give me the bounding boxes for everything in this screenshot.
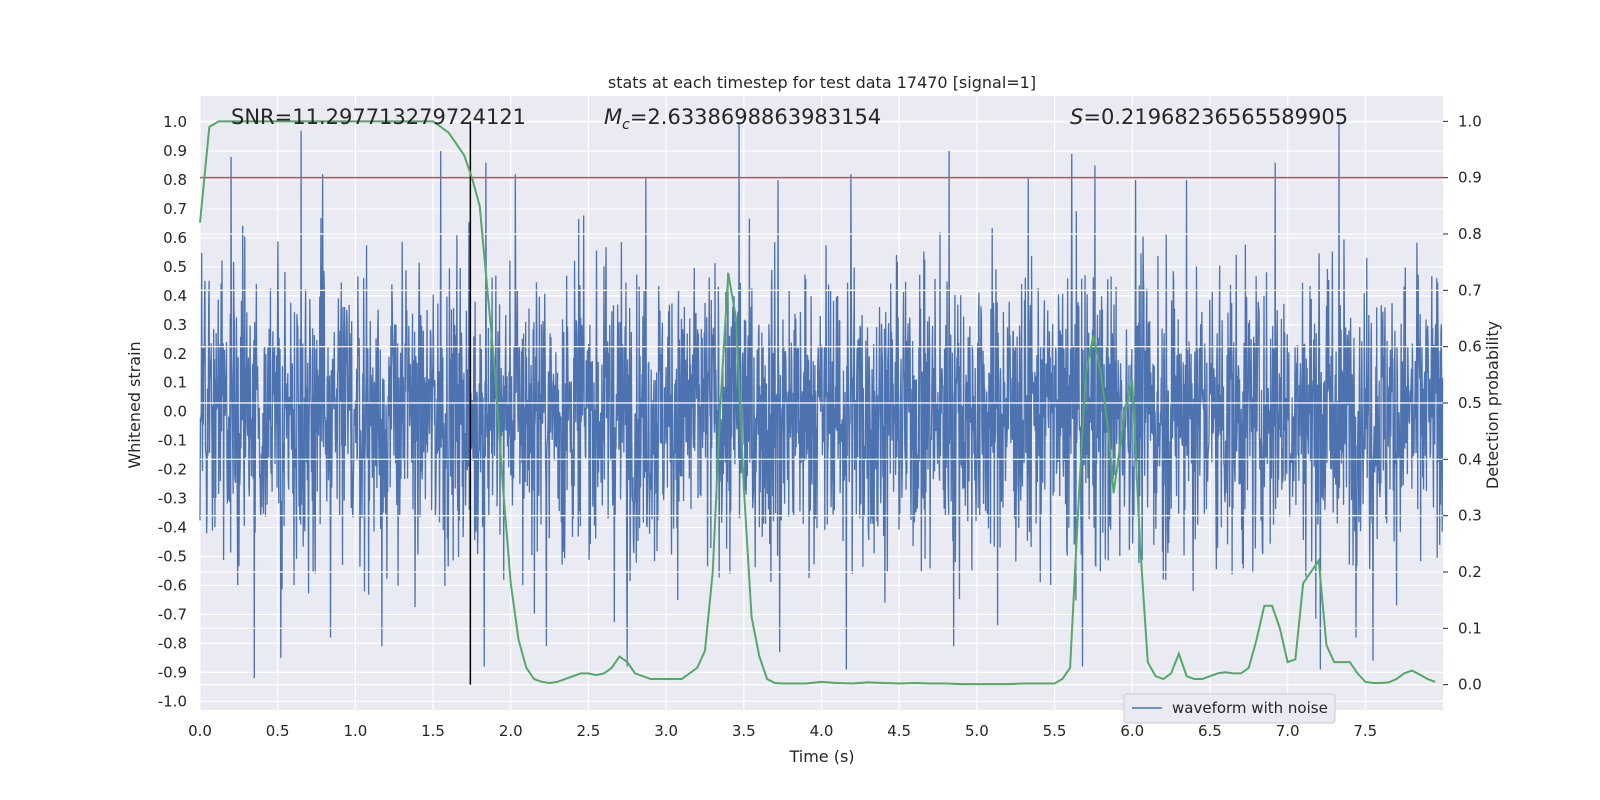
legend-box: [1123, 693, 1336, 724]
y-left-tick-label: -0.3: [158, 490, 187, 508]
y-axis-left-label: Whitened strain: [125, 341, 144, 468]
y-left-tick-label: -0.4: [158, 519, 187, 537]
x-tick-label: 7.0: [1276, 722, 1300, 740]
y-left-tick-label: 0.8: [163, 171, 187, 189]
chirp-mass-subscript: c: [622, 117, 630, 133]
y-left-tick-label: 0.5: [163, 258, 187, 276]
y-left-tick-label: 1.0: [163, 113, 187, 131]
y-axis-right-label: Detection probability: [1483, 321, 1502, 489]
s-symbol: S: [1070, 105, 1083, 129]
overlay-layer: [199, 120, 1443, 686]
y-right-tick-label: 0.8: [1458, 225, 1482, 243]
x-tick-label: 3.0: [654, 722, 678, 740]
axis-ticks: 0.0 0.5 1.0 1.5 2.0 2.5 3.0 3.5 4.0 4.5 5.0 5.5 6.0 6…: [158, 112, 1482, 740]
y-left-tick-label: 0.1: [163, 374, 187, 392]
y-left-tick-label: -0.9: [158, 663, 187, 681]
x-tick-label: 6.0: [1120, 722, 1144, 740]
y-right-tick-label: 0.7: [1458, 281, 1482, 299]
x-tick-label: 5.5: [1043, 722, 1067, 740]
y-left-tick-label: 0.4: [163, 287, 187, 305]
y-left-tick-label: 0.2: [163, 345, 187, 363]
y-left-tick-label: 0.9: [163, 142, 187, 160]
x-tick-label: 4.5: [887, 722, 911, 740]
x-tick-label: 5.0: [965, 722, 989, 740]
y-right-tick-label: 0.6: [1458, 338, 1482, 356]
x-axis-label: Time (s): [788, 747, 854, 766]
waveform-series: [199, 122, 1444, 679]
y-right-tick-label: 0.4: [1458, 450, 1482, 468]
y-left-tick-label: -0.1: [158, 432, 187, 450]
y-left-tick-label: -0.6: [158, 576, 187, 594]
x-tick-label: 6.5: [1198, 722, 1222, 740]
y-left-tick-label: -0.2: [158, 461, 187, 479]
y-right-tick-label: 0.3: [1458, 507, 1482, 525]
legend: waveform with noise: [1123, 693, 1336, 724]
chirp-mass-symbol: M: [604, 105, 622, 129]
y-left-tick-label: -0.5: [158, 548, 187, 566]
x-tick-label: 2.0: [499, 722, 523, 740]
y-right-tick-label: 0.9: [1458, 169, 1482, 187]
chirp-mass-annotation: Mc=2.6338698863983154: [604, 105, 881, 133]
detection-probability-line: [199, 120, 1436, 686]
x-tick-label: 7.5: [1353, 722, 1377, 740]
x-tick-label: 3.5: [732, 722, 756, 740]
y-left-tick-label: 0.6: [163, 229, 187, 247]
x-tick-label: 1.0: [343, 722, 367, 740]
legend-entry-waveform: waveform with noise: [1172, 699, 1328, 717]
y-left-tick-label: 0.0: [163, 403, 187, 421]
y-right-tick-label: 0.5: [1458, 394, 1482, 412]
y-left-tick-label: -1.0: [158, 692, 187, 710]
x-tick-label: 0.0: [188, 722, 212, 740]
x-tick-label: 4.0: [810, 722, 834, 740]
s-annotation: S=0.21968236565589905: [1070, 105, 1348, 129]
s-value: =0.21968236565589905: [1083, 105, 1348, 129]
y-right-tick-label: 0.2: [1458, 563, 1482, 581]
chart-title: stats at each timestep for test data 174…: [608, 73, 1036, 92]
y-left-tick-label: 0.7: [163, 200, 187, 218]
snr-annotation: SNR=11.297713279724121: [231, 105, 526, 129]
chirp-mass-value: =2.6338698863983154: [630, 105, 881, 129]
y-left-tick-label: -0.8: [158, 634, 187, 652]
y-right-tick-label: 1.0: [1458, 112, 1482, 130]
y-left-tick-label: -0.7: [158, 605, 187, 623]
y-left-tick-label: 0.3: [163, 316, 187, 334]
y-right-tick-label: 0.0: [1458, 676, 1482, 694]
x-tick-label: 2.5: [577, 722, 601, 740]
x-tick-label: 1.5: [421, 722, 445, 740]
x-tick-label: 0.5: [266, 722, 290, 740]
waveform-line: [199, 122, 1444, 679]
y-right-tick-label: 0.1: [1458, 619, 1482, 637]
